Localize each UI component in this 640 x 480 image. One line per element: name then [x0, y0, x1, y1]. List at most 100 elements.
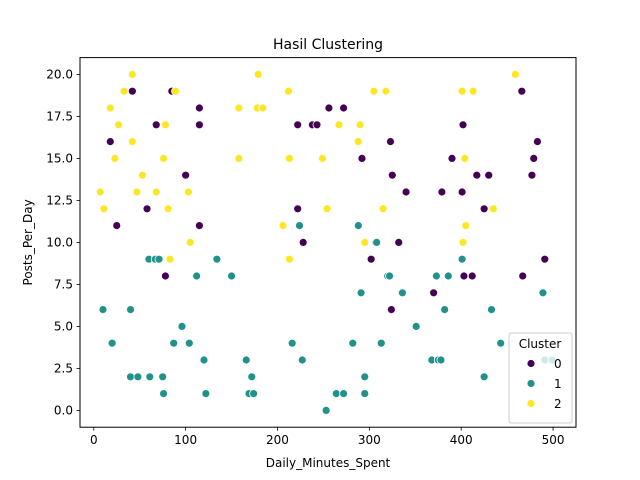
data-point-cluster-2: [278, 221, 288, 231]
data-point-cluster-2: [258, 103, 268, 113]
y-tick-label: 12.5: [46, 194, 73, 208]
data-point-cluster-2: [234, 103, 244, 113]
legend-title: Cluster: [519, 337, 562, 351]
legend-box: [508, 332, 573, 424]
legend-label-cluster-1: 1: [554, 377, 562, 391]
data-point-cluster-0: [529, 153, 539, 163]
data-point-cluster-2: [360, 237, 370, 247]
data-point-cluster-1: [431, 271, 441, 281]
data-point-cluster-2: [185, 237, 195, 247]
data-point-cluster-0: [312, 120, 322, 130]
data-point-cluster-1: [158, 372, 168, 382]
y-tick-label: 0.0: [54, 404, 73, 418]
data-point-cluster-2: [381, 86, 391, 96]
data-point-cluster-0: [195, 221, 204, 231]
data-point-cluster-1: [98, 305, 108, 315]
data-point-cluster-1: [356, 288, 366, 298]
data-point-cluster-0: [527, 170, 537, 180]
data-point-cluster-2: [151, 187, 161, 197]
data-point-cluster-2: [165, 254, 175, 264]
data-point-cluster-2: [461, 221, 471, 231]
data-point-cluster-1: [227, 271, 236, 281]
data-point-cluster-2: [183, 187, 193, 197]
data-point-cluster-2: [159, 153, 168, 163]
data-point-cluster-2: [488, 204, 498, 214]
data-point-cluster-0: [112, 221, 122, 231]
data-point-cluster-0: [386, 137, 395, 147]
data-point-cluster-1: [107, 338, 117, 348]
data-point-cluster-2: [253, 70, 263, 79]
data-point-cluster-2: [119, 86, 129, 96]
data-point-cluster-2: [458, 237, 468, 247]
data-point-cluster-2: [322, 204, 332, 214]
data-point-cluster-1: [321, 405, 331, 415]
data-point-cluster-0: [293, 204, 303, 214]
data-point-cluster-1: [192, 271, 202, 281]
legend-marker-cluster-0: [526, 359, 536, 368]
x-tick-label: 400: [450, 433, 473, 447]
data-point-cluster-2: [285, 153, 294, 163]
data-point-cluster-2: [171, 86, 180, 96]
legend-marker-cluster-1: [526, 379, 536, 388]
points-layer: [95, 70, 557, 415]
y-tick-label: 15.0: [46, 152, 73, 166]
data-point-cluster-1: [241, 355, 251, 365]
data-point-cluster-1: [159, 389, 168, 399]
data-point-cluster-1: [376, 338, 386, 348]
x-tick-label: 100: [174, 433, 197, 447]
data-point-cluster-0: [447, 153, 457, 163]
x-tick-label: 500: [542, 433, 565, 447]
data-point-cluster-0: [517, 86, 527, 96]
data-point-cluster-1: [169, 338, 179, 348]
data-point-cluster-0: [387, 170, 397, 180]
data-point-cluster-1: [360, 372, 370, 382]
data-point-cluster-2: [114, 120, 123, 130]
chart-title: Hasil Clustering: [273, 37, 383, 53]
y-tick-label: 20.0: [46, 68, 73, 82]
data-point-cluster-1: [133, 372, 143, 382]
data-point-cluster-0: [479, 204, 489, 214]
legend: Cluster 0 1 2: [508, 332, 573, 424]
data-point-cluster-2: [460, 153, 470, 163]
data-point-cluster-0: [161, 271, 170, 281]
data-point-cluster-2: [334, 120, 344, 130]
data-point-cluster-2: [161, 120, 170, 130]
data-point-cluster-0: [429, 288, 439, 298]
data-point-cluster-1: [339, 389, 349, 399]
x-tick-label: 0: [90, 433, 98, 447]
data-point-cluster-0: [386, 305, 396, 315]
data-point-cluster-0: [105, 137, 115, 147]
data-point-cluster-1: [440, 305, 450, 315]
data-point-cluster-1: [397, 288, 407, 298]
y-tick-label: 7.5: [54, 278, 73, 292]
data-point-cluster-0: [457, 187, 467, 197]
data-point-cluster-0: [298, 237, 308, 247]
data-point-cluster-0: [195, 120, 204, 130]
data-point-cluster-2: [95, 187, 105, 197]
data-point-cluster-1: [457, 254, 467, 264]
y-tick-label: 5.0: [54, 320, 73, 334]
data-point-cluster-1: [411, 321, 421, 331]
data-point-cluster-1: [212, 254, 222, 264]
legend-label-cluster-2: 2: [554, 397, 562, 411]
data-point-cluster-0: [459, 271, 469, 281]
data-point-cluster-1: [126, 372, 135, 382]
data-point-cluster-1: [385, 271, 394, 281]
data-point-cluster-0: [357, 153, 367, 163]
y-axis-label: Posts_Per_Day: [21, 199, 35, 285]
data-point-cluster-0: [339, 103, 349, 113]
data-point-cluster-0: [127, 86, 137, 96]
data-point-cluster-0: [401, 187, 411, 197]
data-point-cluster-0: [467, 271, 477, 281]
data-point-cluster-1: [331, 389, 341, 399]
data-point-cluster-2: [457, 86, 467, 96]
data-point-cluster-2: [285, 254, 294, 264]
data-point-cluster-0: [472, 170, 482, 180]
data-point-cluster-2: [369, 86, 379, 96]
data-point-cluster-2: [163, 204, 173, 214]
data-point-cluster-0: [484, 170, 494, 180]
data-point-cluster-2: [110, 153, 120, 163]
data-point-cluster-2: [284, 86, 293, 96]
data-point-cluster-2: [105, 103, 115, 113]
